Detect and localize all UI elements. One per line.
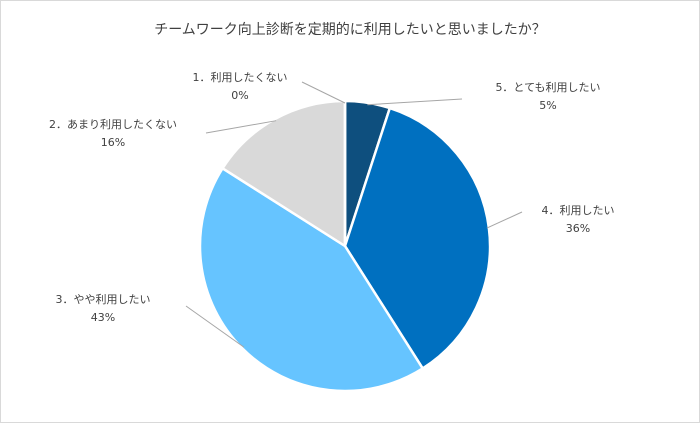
value-label: 43% [91,311,115,324]
value-label: 5% [539,99,556,112]
value-label: 36% [566,222,590,235]
leader-line [367,98,463,106]
leader-line [205,120,277,134]
value-label: 16% [101,136,125,149]
pie-slice [198,166,425,393]
pie-slice [343,106,492,371]
value-label: 0% [231,89,248,102]
category-label: 1．利用したくない [193,71,288,84]
pie-slice [220,99,347,249]
chart-title: チームワーク向上診断を定期的に利用したいと思いましたか？ [154,22,546,38]
leader-line [486,211,523,229]
category-label: 5．とても利用したい [495,81,600,94]
leader-line [185,305,245,348]
category-label: 4．利用したい [542,204,615,217]
category-label: 2．あまり利用したくない [49,118,177,131]
leader-line [301,81,346,104]
category-label: 3．やや利用したい [56,293,151,306]
